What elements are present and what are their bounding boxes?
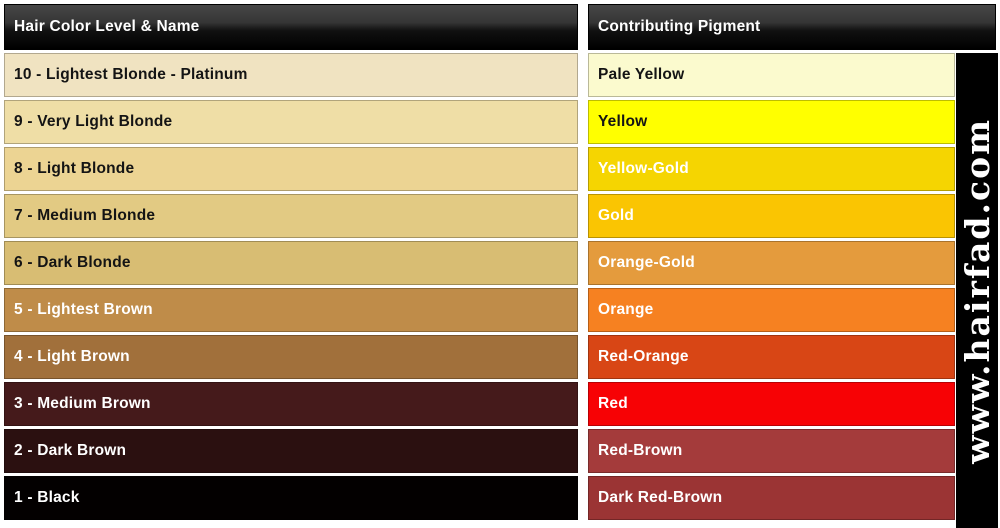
table-row: 9 - Very Light Blonde Yellow [4, 100, 996, 144]
level-name-cell: 2 - Dark Brown [4, 429, 578, 473]
table-header-row: Hair Color Level & Name Contributing Pig… [4, 4, 996, 50]
level-name-cell: 10 - Lightest Blonde - Platinum [4, 53, 578, 97]
header-level-name: Hair Color Level & Name [4, 4, 578, 50]
pigment-cell: Red-Orange [588, 335, 955, 379]
table-row: 2 - Dark Brown Red-Brown [4, 429, 996, 473]
pigment-cell: Orange-Gold [588, 241, 955, 285]
pigment-cell: Dark Red-Brown [588, 476, 955, 520]
pigment-cell: Gold [588, 194, 955, 238]
table-row: 8 - Light Blonde Yellow-Gold [4, 147, 996, 191]
watermark-url-text: www.hairfad.com [957, 117, 997, 464]
pigment-cell: Yellow-Gold [588, 147, 955, 191]
level-name-cell: 3 - Medium Brown [4, 382, 578, 426]
watermark-strip: www.hairfad.com [956, 53, 998, 528]
level-name-cell: 7 - Medium Blonde [4, 194, 578, 238]
table-row: 1 - Black Dark Red-Brown [4, 476, 996, 520]
header-contributing-pigment: Contributing Pigment [588, 4, 996, 50]
level-name-cell: 9 - Very Light Blonde [4, 100, 578, 144]
table-row: 10 - Lightest Blonde - Platinum Pale Yell… [4, 53, 996, 97]
table-row: 3 - Medium Brown Red [4, 382, 996, 426]
level-name-cell: 4 - Light Brown [4, 335, 578, 379]
level-name-cell: 6 - Dark Blonde [4, 241, 578, 285]
table-row: 4 - Light Brown Red-Orange [4, 335, 996, 379]
table-row: 7 - Medium Blonde Gold [4, 194, 996, 238]
color-level-table: Hair Color Level & Name Contributing Pig… [4, 4, 996, 520]
pigment-cell: Yellow [588, 100, 955, 144]
pigment-cell: Orange [588, 288, 955, 332]
pigment-cell: Red-Brown [588, 429, 955, 473]
table-row: 6 - Dark Blonde Orange-Gold [4, 241, 996, 285]
level-name-cell: 8 - Light Blonde [4, 147, 578, 191]
table-row: 5 - Lightest Brown Orange [4, 288, 996, 332]
level-name-cell: 5 - Lightest Brown [4, 288, 578, 332]
pigment-cell: Pale Yellow [588, 53, 955, 97]
level-name-cell: 1 - Black [4, 476, 578, 520]
pigment-cell: Red [588, 382, 955, 426]
